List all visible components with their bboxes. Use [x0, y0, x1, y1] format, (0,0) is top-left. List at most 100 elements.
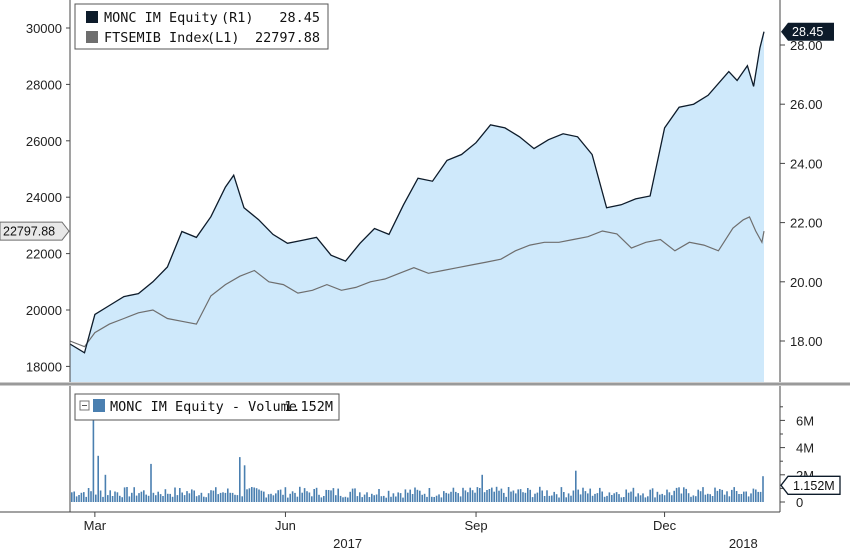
volume-bar: [203, 496, 205, 502]
monc-value-tag-text: 28.45: [792, 25, 823, 39]
volume-bar: [246, 489, 248, 502]
volume-bar: [277, 490, 279, 502]
volume-value-tag-text: 1.152M: [793, 479, 835, 493]
volume-bar: [272, 495, 275, 502]
volume-bar: [411, 494, 414, 502]
volume-bar: [195, 496, 198, 502]
volume-bar: [755, 489, 757, 502]
volume-bar: [174, 487, 176, 502]
volume-bar: [668, 492, 671, 502]
volume-bar: [510, 491, 512, 502]
volume-bar: [680, 493, 683, 502]
value-tags: 28.45 22797.88 1.152M: [0, 22, 841, 495]
volume-bar: [702, 487, 704, 502]
volume-bar: [507, 487, 510, 502]
volume-bar: [661, 493, 663, 502]
volume-bar: [567, 493, 570, 502]
volume-bar: [167, 493, 169, 502]
volume-bar: [275, 493, 277, 502]
volume-bar: [505, 496, 507, 502]
volume-bar: [111, 496, 114, 502]
left-axis-tick-label: 18000: [26, 359, 62, 374]
volume-bar: [572, 490, 575, 502]
volume-bar: [723, 494, 726, 502]
volume-bar: [234, 494, 236, 502]
volume-bar: [188, 493, 191, 502]
ftse-value-tag-text: 22797.88: [3, 225, 55, 239]
volume-bar: [560, 487, 563, 502]
volume-bar: [620, 497, 623, 502]
volume-bar: [114, 491, 116, 502]
volume-bar: [102, 496, 104, 502]
volume-bar: [695, 496, 697, 502]
volume-bar: [260, 490, 263, 502]
volume-bar: [83, 492, 85, 502]
volume-bar: [299, 486, 301, 502]
volume-bar: [685, 488, 687, 502]
volume-bar: [615, 492, 618, 502]
legend-monc-value: 28.45: [279, 10, 320, 26]
x-axis-month-label: Sep: [464, 518, 487, 533]
volume-bar: [752, 488, 755, 502]
volume-bar: [75, 496, 78, 502]
volume-bar: [558, 497, 560, 502]
volume-bar: [311, 496, 313, 502]
left-axis-tick-label: 24000: [26, 190, 62, 205]
volume-bar: [371, 493, 373, 502]
volume-bar: [131, 492, 133, 502]
volume-bar: [728, 496, 731, 502]
volume-bar: [495, 486, 498, 502]
volume-bar: [294, 492, 296, 502]
volume-bar: [750, 493, 752, 502]
volume-bar: [325, 489, 327, 502]
volume-bar: [385, 497, 387, 502]
volume-bar: [663, 495, 666, 502]
volume-bar: [541, 490, 543, 502]
legend-swatch-volume: [93, 399, 105, 412]
volume-bar: [632, 487, 635, 502]
volume-bar: [224, 492, 227, 502]
volume-bar: [579, 494, 582, 502]
volume-bar: [687, 493, 690, 502]
volume-bar: [138, 493, 140, 502]
x-axis-month-label: Jun: [275, 518, 296, 533]
volume-bar: [387, 490, 390, 502]
volume-bar: [159, 494, 162, 502]
volume-bar: [99, 490, 102, 502]
volume-bar: [140, 491, 143, 502]
volume-bar: [563, 492, 565, 502]
volume-bar: [409, 489, 411, 502]
volume-bar: [359, 492, 361, 502]
volume-bar: [133, 487, 135, 502]
volume-bar: [171, 496, 174, 502]
volume-bar: [87, 488, 90, 502]
volume-bar: [500, 488, 503, 502]
volume-bar: [603, 496, 606, 502]
volume-bar: [301, 492, 303, 502]
volume-bar: [467, 492, 469, 502]
volume-bar: [452, 487, 455, 502]
volume-bar: [711, 496, 714, 502]
volume-bar: [183, 495, 186, 502]
volume-bar: [152, 492, 155, 502]
volume-bar: [303, 488, 306, 502]
volume-bar: [344, 496, 347, 502]
volume-bar: [476, 487, 479, 502]
volume-bar: [236, 495, 239, 502]
volume-value-tag: [780, 475, 841, 495]
volume-bar: [699, 491, 702, 502]
volume-bar: [407, 492, 409, 502]
volume-bar: [193, 490, 195, 502]
volume-bar: [85, 496, 87, 502]
volume-bar: [145, 494, 147, 502]
volume-bar: [659, 494, 661, 502]
volume-bar: [383, 495, 385, 502]
volume-bar: [481, 474, 483, 502]
x-axis-month-label: Mar: [84, 518, 107, 533]
volume-bar: [594, 493, 596, 502]
volume-bar: [428, 488, 431, 502]
volume-bar: [419, 490, 421, 502]
volume-bar: [555, 494, 558, 502]
volume-bar: [517, 489, 519, 502]
volume-bar: [553, 491, 555, 502]
